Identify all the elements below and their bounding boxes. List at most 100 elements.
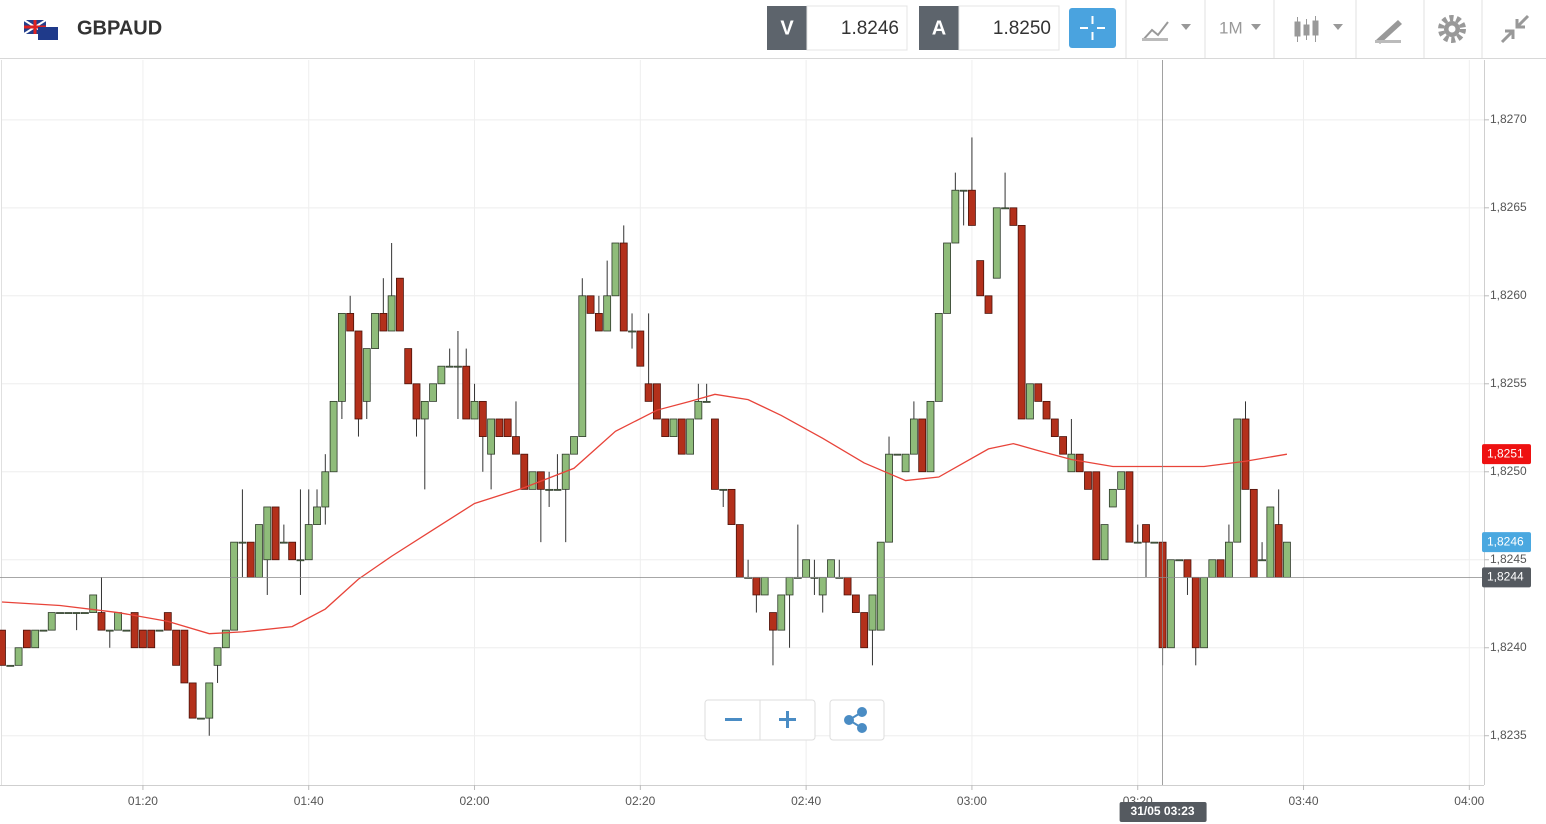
candle-body (346, 312, 355, 332)
candle-body (180, 629, 189, 684)
candle (1208, 559, 1217, 578)
interval[interactable]: 1M (1219, 18, 1243, 37)
candle (984, 295, 993, 314)
candle-body (47, 612, 56, 631)
candle (578, 278, 587, 437)
candle (362, 348, 371, 419)
x-tick-label: 02:20 (625, 794, 655, 808)
draw-button[interactable] (1375, 20, 1402, 44)
candle (1266, 506, 1275, 578)
settings-button[interactable] (1438, 15, 1466, 43)
share-button[interactable] (844, 707, 867, 733)
candle-body (719, 488, 728, 491)
candle-body (97, 612, 106, 631)
candle (661, 418, 670, 437)
candle-body (329, 400, 338, 473)
candle (296, 489, 305, 595)
crosshair-button[interactable] (1069, 8, 1116, 48)
candle (594, 295, 603, 332)
candle-body (172, 629, 180, 666)
candle-body (246, 541, 255, 578)
candle (263, 506, 272, 595)
candle (22, 629, 31, 649)
candle-body (56, 612, 64, 614)
candle (1225, 524, 1233, 578)
candle-body (1100, 524, 1109, 561)
buy-button[interactable] (919, 6, 959, 50)
candle-body (454, 365, 462, 368)
candle (653, 383, 661, 420)
candle (1258, 542, 1266, 562)
y-tick-label: 1,8260 (1490, 288, 1527, 302)
candle (404, 348, 413, 385)
candle-body (1166, 559, 1175, 649)
candle (429, 383, 437, 402)
candle (155, 629, 164, 632)
candle-body (1050, 418, 1059, 437)
candle-body (553, 488, 562, 491)
candle (719, 488, 728, 507)
candle (702, 383, 711, 403)
candle (1191, 576, 1200, 666)
candle (934, 312, 943, 402)
candle (636, 330, 645, 367)
candle-style-button[interactable] (1294, 16, 1343, 42)
candle-body (122, 629, 131, 632)
candle-body (843, 576, 852, 596)
candle-body (885, 453, 893, 543)
candle-body (188, 682, 197, 719)
candle (959, 189, 968, 226)
candle-body (968, 189, 976, 226)
candle-body (1266, 506, 1275, 578)
candle (1241, 401, 1250, 490)
candle (1059, 436, 1068, 455)
flag-icon (23, 19, 58, 40)
candle (230, 541, 239, 631)
candle (1166, 559, 1175, 649)
candle-body (669, 418, 678, 437)
candle-body (735, 524, 744, 578)
crosshair-x-label: 31/05 03:23 (1131, 804, 1195, 818)
candle (72, 612, 81, 631)
collapse-button[interactable] (1500, 14, 1530, 44)
candle-body (130, 612, 139, 649)
candle (968, 137, 976, 226)
zoom-in[interactable] (779, 711, 796, 728)
candle-body (412, 383, 421, 420)
candle (553, 454, 562, 491)
price-tag (1482, 444, 1531, 465)
candle-body (1249, 488, 1258, 578)
candle-body (860, 612, 869, 649)
sell-button[interactable] (767, 6, 807, 50)
candle-body (1183, 559, 1192, 578)
candle (0, 629, 6, 666)
candle (122, 629, 131, 632)
candle (1017, 225, 1026, 420)
candle-body (1191, 576, 1200, 649)
candle-body (1175, 559, 1184, 562)
y-tick-label: 1,8250 (1490, 464, 1527, 478)
candle (1233, 418, 1242, 543)
candle (677, 418, 686, 455)
candle-body (570, 436, 578, 455)
candle-body (354, 330, 363, 420)
candle (1034, 383, 1043, 402)
candle-body (1034, 383, 1043, 402)
candle-body (876, 541, 885, 631)
candle (114, 612, 122, 631)
candle-body (943, 242, 951, 314)
candle (926, 400, 935, 473)
candle-body (893, 453, 902, 456)
candle (1200, 576, 1208, 649)
candle (47, 612, 56, 631)
candle-body (197, 717, 205, 720)
candle-body (445, 365, 454, 368)
candle (528, 471, 537, 490)
candle (288, 541, 297, 561)
chart-type-button[interactable] (1142, 21, 1191, 41)
candle-body (1233, 418, 1242, 543)
candle-body (545, 488, 554, 491)
candle-body (31, 629, 40, 649)
zoom-out[interactable] (725, 718, 742, 721)
